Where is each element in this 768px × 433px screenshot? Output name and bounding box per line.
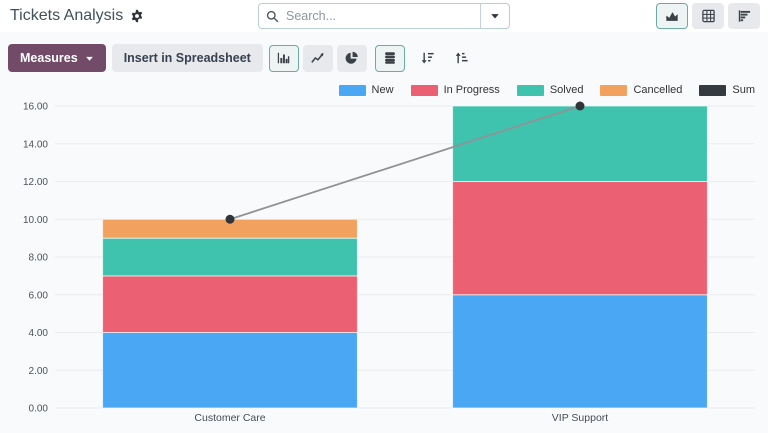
bar-chart-button[interactable] (268, 44, 299, 72)
pivot-table-icon (701, 9, 715, 23)
search-bar[interactable] (258, 3, 510, 29)
stacked-toggle-button[interactable] (374, 44, 405, 72)
page-title: Tickets Analysis (10, 7, 124, 24)
pie-chart-button[interactable] (336, 44, 367, 72)
legend-item-in-progress[interactable]: In Progress (410, 84, 500, 96)
graph-toolbar: Measures Insert in Spreadsheet (8, 44, 477, 72)
y-tick-label: 0.00 (29, 404, 49, 415)
bar-segment-solved[interactable] (102, 237, 358, 277)
chevron-down-icon (491, 14, 499, 19)
stacked-icon (384, 52, 395, 64)
sort-group (413, 45, 477, 72)
legend-label: New (371, 84, 394, 96)
view-switcher (656, 3, 760, 29)
caret-down-icon (85, 56, 93, 61)
sum-point[interactable] (225, 214, 235, 224)
settings-gear-icon[interactable] (130, 9, 144, 23)
sum-line (229, 105, 581, 221)
legend-swatch (600, 84, 628, 96)
measures-label: Measures (20, 51, 78, 65)
legend-item-cancelled[interactable]: Cancelled (600, 84, 682, 96)
bar-segment-in-progress[interactable] (102, 275, 358, 333)
graph-view-button[interactable] (656, 3, 688, 29)
sort-descending-icon (422, 52, 434, 64)
bar-segment-new[interactable] (452, 294, 708, 409)
y-tick-label: 8.00 (29, 253, 49, 264)
legend-label: Sum (732, 84, 755, 96)
area-chart-icon (666, 12, 678, 21)
bar-segment-solved[interactable] (452, 105, 708, 182)
y-tick-label: 14.00 (23, 139, 48, 150)
y-tick-label: 6.00 (29, 290, 49, 301)
legend-label: Cancelled (633, 84, 683, 96)
sort-ascending-button[interactable] (447, 45, 477, 72)
y-tick-label: 12.00 (23, 177, 48, 188)
stacked-group (374, 44, 405, 72)
cohort-view-button[interactable] (728, 3, 760, 29)
measures-button[interactable]: Measures (8, 44, 106, 72)
legend-item-solved[interactable]: Solved (516, 84, 584, 96)
pie-chart-icon (345, 51, 359, 64)
stacked-bar-chart: 0.00 2.00 4.00 6.00 8.00 10.00 12.00 14.00 16.00… (23, 101, 755, 424)
y-tick-label: 16.00 (23, 102, 48, 113)
bar-segment-in-progress[interactable] (452, 181, 708, 296)
line-chart-button[interactable] (302, 44, 333, 72)
cohort-icon (738, 10, 750, 22)
legend-item-new[interactable]: New (338, 84, 394, 96)
sort-ascending-icon (456, 52, 468, 64)
legend-item-sum[interactable]: Sum (699, 84, 755, 96)
legend-swatch (699, 84, 727, 96)
graph-view: Measures Insert in Spreadsheet (0, 32, 768, 433)
search-icon (259, 10, 284, 23)
insert-in-spreadsheet-button[interactable]: Insert in Spreadsheet (111, 44, 263, 72)
gear-icon (131, 9, 143, 23)
sort-descending-button[interactable] (413, 45, 443, 72)
bar-chart-icon (278, 52, 290, 64)
legend-swatch (516, 84, 544, 96)
search-dropdown-toggle[interactable] (480, 4, 509, 28)
legend-swatch (410, 84, 438, 96)
y-tick-label: 4.00 (29, 328, 49, 339)
y-tick-label: 10.00 (23, 215, 48, 226)
x-axis-label: VIP Support (552, 412, 609, 424)
sum-point[interactable] (575, 101, 585, 111)
search-input[interactable] (284, 8, 480, 24)
legend-label: In Progress (443, 84, 500, 96)
pivot-view-button[interactable] (692, 3, 724, 29)
line-chart-icon (311, 52, 324, 63)
y-tick-label: 2.00 (29, 366, 49, 377)
bar-segment-new[interactable] (102, 332, 358, 409)
legend-label: Solved (549, 84, 584, 96)
legend-swatch (338, 84, 366, 96)
control-panel: Tickets Analysis (0, 0, 768, 33)
chart-type-group (268, 44, 367, 72)
breadcrumb: Tickets Analysis (0, 7, 144, 25)
chart-legend: New In Progress Solved Cancelled Sum (338, 84, 755, 96)
x-axis-label: Customer Care (194, 412, 265, 424)
